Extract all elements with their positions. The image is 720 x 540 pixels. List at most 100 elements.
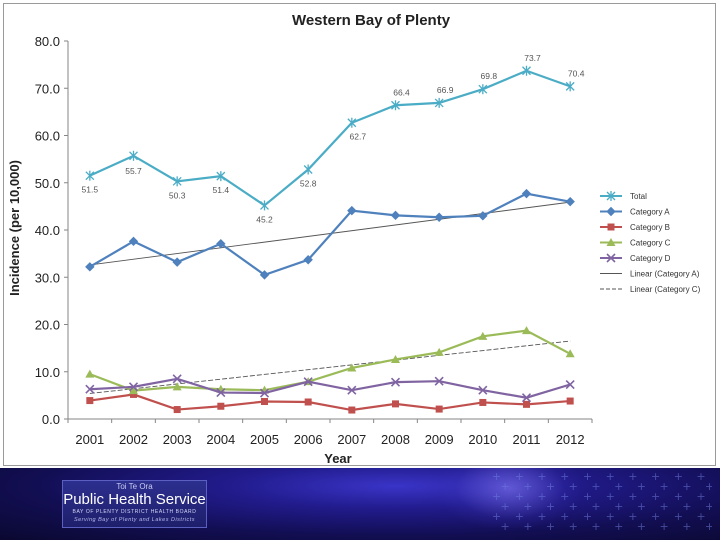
data-point-stroke — [390, 377, 401, 387]
data-point — [521, 188, 532, 199]
data-point — [522, 65, 531, 76]
data-point — [128, 382, 139, 392]
legend-label: Category A — [630, 208, 670, 217]
data-label: 52.8 — [300, 179, 317, 189]
data-point — [260, 200, 269, 211]
y-tick-label: 80.0 — [35, 34, 60, 49]
x-tick-label: 2002 — [119, 432, 148, 447]
data-point — [478, 211, 488, 221]
x-tick-label: 2004 — [206, 432, 235, 447]
data-point — [607, 223, 615, 231]
legend-label: Total — [630, 192, 647, 201]
public-health-service-logo: Toi Te Ora Public Health Service BAY OF … — [62, 480, 207, 528]
data-point — [128, 236, 139, 247]
legend-label: Linear (Category C) — [630, 285, 701, 294]
data-point — [216, 171, 226, 182]
series-line — [89, 69, 571, 207]
data-point — [259, 388, 270, 398]
data-label: 70.4 — [568, 68, 585, 78]
data-point — [129, 386, 138, 395]
data-point — [478, 331, 488, 340]
legend-item: Category B — [600, 223, 670, 232]
trendline-category-c — [89, 340, 571, 394]
chart-title: Western Bay of Plenty — [292, 12, 451, 29]
data-label: 73.7 — [524, 53, 541, 63]
data-point — [261, 398, 268, 406]
logo-tagline: Serving Bay of Plenty and Lakes District… — [73, 517, 196, 523]
data-point — [523, 400, 530, 408]
data-point — [172, 257, 182, 267]
x-tick-label: 2009 — [425, 432, 454, 447]
data-point-stroke — [521, 393, 532, 403]
data-point — [172, 374, 182, 384]
x-axis-label: Year — [324, 451, 351, 466]
data-point — [173, 406, 181, 414]
data-point — [347, 205, 357, 216]
data-point — [172, 382, 182, 391]
data-point — [303, 377, 313, 387]
logo-sub-text: BAY OF PLENTY DISTRICT HEALTH BOARD — [72, 509, 197, 515]
data-point-stroke — [216, 387, 226, 398]
series-line — [89, 329, 571, 392]
logo-main-text: Public Health Service — [63, 491, 206, 508]
data-label: 45.2 — [256, 214, 273, 224]
x-tick-label: 2011 — [513, 432, 541, 447]
series-category-c — [85, 326, 575, 395]
footer-glow — [440, 468, 580, 528]
data-point — [304, 398, 312, 406]
data-point — [479, 398, 487, 406]
data-point — [434, 97, 444, 108]
data-point — [348, 406, 356, 414]
data-point-stroke — [303, 377, 313, 387]
legend: Total Category A Category B Category C Categ… — [600, 191, 701, 294]
series-category-b — [86, 390, 574, 414]
legend-label: Linear (Category A) — [630, 270, 700, 279]
data-point — [522, 326, 531, 335]
legend-item: Category C — [600, 238, 671, 248]
data-label: 62.7 — [350, 132, 367, 142]
data-point — [85, 384, 95, 394]
data-point — [85, 170, 95, 181]
data-point — [606, 238, 616, 246]
y-tick-label: 20.0 — [35, 318, 60, 333]
x-tick-label: 2005 — [250, 432, 279, 447]
legend-item: Category D — [600, 253, 671, 263]
data-point — [259, 270, 270, 280]
x-tick-label: 2007 — [337, 432, 366, 447]
legend-item: Linear (Category C) — [600, 285, 701, 294]
series-category-d — [85, 374, 575, 403]
data-point — [565, 379, 575, 390]
data-point-stroke — [434, 376, 444, 386]
data-label: 66.9 — [437, 85, 454, 95]
data-point — [85, 369, 95, 378]
data-point — [303, 255, 313, 265]
data-point-stroke — [85, 384, 95, 394]
data-point — [521, 393, 532, 403]
legend-label: Category B — [630, 223, 670, 232]
legend-item: Linear (Category A) — [600, 270, 700, 279]
logo-top-text: Toi Te Ora — [116, 482, 153, 491]
legend-item: Category A — [600, 206, 670, 217]
series-line — [89, 393, 571, 412]
series-category-a — [85, 188, 575, 280]
data-point — [434, 347, 444, 356]
data-point — [565, 196, 575, 207]
legend-label: Category C — [630, 239, 671, 248]
data-point — [391, 354, 400, 363]
legend-label: Category D — [630, 254, 671, 263]
data-point-stroke — [606, 253, 616, 263]
data-point — [478, 385, 488, 395]
y-axis-label: Incidence (per 10,000) — [7, 160, 22, 296]
data-point — [606, 206, 616, 217]
data-label: 51.4 — [213, 185, 230, 195]
data-label: 66.4 — [393, 87, 410, 97]
series-line — [89, 377, 571, 399]
data-point — [390, 210, 401, 221]
data-point — [392, 400, 399, 408]
data-point — [391, 100, 400, 111]
data-point — [85, 262, 95, 272]
data-point — [129, 150, 138, 161]
y-tick-label: 50.0 — [35, 176, 60, 191]
data-point — [565, 81, 575, 92]
data-label: 51.5 — [82, 185, 99, 195]
